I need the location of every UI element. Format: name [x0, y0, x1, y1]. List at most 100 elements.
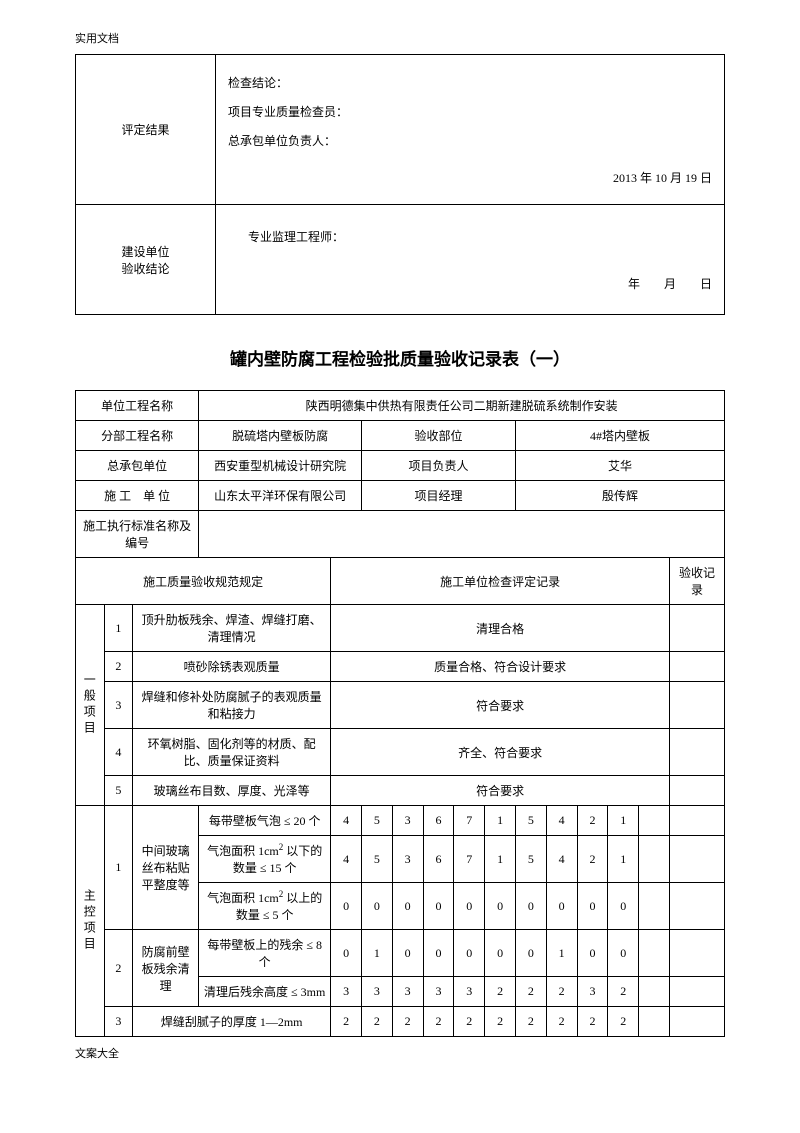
m2r1-extra	[639, 930, 670, 977]
m3-v7: 2	[546, 1007, 577, 1037]
quality-spec-header: 施工质量验收规范规定	[76, 558, 331, 605]
m1r2-extra	[639, 836, 670, 883]
m1r3-v9: 0	[608, 883, 639, 930]
m1r3-desc: 气泡面积 1cm2 以上的数量 ≤ 5 个	[199, 883, 331, 930]
construction-unit-value: 山东太平洋环保有限公司	[199, 481, 362, 511]
m2r2-v9: 2	[608, 977, 639, 1007]
m3-accept	[669, 1007, 724, 1037]
manager-value: 殷传辉	[515, 481, 724, 511]
m1r2-desc: 气泡面积 1cm2 以下的数量 ≤ 15 个	[199, 836, 331, 883]
m1r3-v6: 0	[515, 883, 546, 930]
m3-v1: 2	[361, 1007, 392, 1037]
m2r2-v0: 3	[331, 977, 362, 1007]
m2r1-v9: 0	[608, 930, 639, 977]
m2r2-desc: 清理后残余高度 ≤ 3mm	[199, 977, 331, 1007]
gen-3-desc: 焊缝和修补处防腐腻子的表观质量和粘接力	[133, 682, 331, 729]
pm-label: 项目负责人	[361, 451, 515, 481]
gen-5-accept	[669, 776, 724, 806]
check-conclusion: 检查结论：	[228, 74, 712, 91]
accept-part-label: 验收部位	[361, 421, 515, 451]
m2r1-desc: 每带壁板上的残余 ≤ 8 个	[199, 930, 331, 977]
m1r2-v9: 1	[608, 836, 639, 883]
m2r1-v4: 0	[454, 930, 485, 977]
gen-2-accept	[669, 652, 724, 682]
m1r2-v5: 1	[485, 836, 516, 883]
accept-record-header: 验收记录	[669, 558, 724, 605]
m1r1-accept	[669, 806, 724, 836]
m3-v0: 2	[331, 1007, 362, 1037]
form-title: 罐内壁防腐工程检验批质量验收记录表（一）	[75, 345, 725, 370]
m2r1-v6: 0	[515, 930, 546, 977]
m1r2-v3: 6	[423, 836, 454, 883]
m2r1-accept	[669, 930, 724, 977]
m1r3-v8: 0	[577, 883, 608, 930]
m2r1-v1: 1	[361, 930, 392, 977]
m1-num: 1	[104, 806, 133, 930]
gen-4-desc: 环氧树脂、固化剂等的材质、配比、质量保证资料	[133, 729, 331, 776]
m3-v8: 2	[577, 1007, 608, 1037]
construction-unit-label: 施 工 单 位	[76, 481, 199, 511]
m1r2-v8: 2	[577, 836, 608, 883]
m2r2-v6: 2	[515, 977, 546, 1007]
gen-4-result: 齐全、符合要求	[331, 729, 670, 776]
inspection-table: 单位工程名称 陕西明德集中供热有限责任公司二期新建脱硫系统制作安装 分部工程名称…	[75, 390, 725, 1037]
gen-2-num: 2	[104, 652, 133, 682]
m1r2-v7: 4	[546, 836, 577, 883]
quality-inspector: 项目专业质量检查员：	[228, 103, 712, 120]
standard-value	[199, 511, 725, 558]
m1r3-v2: 0	[392, 883, 423, 930]
gen-2-result: 质量合格、符合设计要求	[331, 652, 670, 682]
m2r2-v8: 3	[577, 977, 608, 1007]
m2r1-v2: 0	[392, 930, 423, 977]
m1r1-v3: 6	[423, 806, 454, 836]
m3-v9: 2	[608, 1007, 639, 1037]
gen-4-num: 4	[104, 729, 133, 776]
m1r2-accept	[669, 836, 724, 883]
m3-v3: 2	[423, 1007, 454, 1037]
m1r1-v9: 1	[608, 806, 639, 836]
gen-3-result: 符合要求	[331, 682, 670, 729]
m1r3-extra	[639, 883, 670, 930]
gen-5-desc: 玻璃丝布目数、厚度、光泽等	[133, 776, 331, 806]
m1r2-v2: 3	[392, 836, 423, 883]
m1r3-v0: 0	[331, 883, 362, 930]
m2-name: 防腐前壁板残余清理	[133, 930, 199, 1007]
m1r1-v0: 4	[331, 806, 362, 836]
m3-v4: 2	[454, 1007, 485, 1037]
m1r3-v1: 0	[361, 883, 392, 930]
contractor-label: 总承包单位	[76, 451, 199, 481]
m1r3-v3: 0	[423, 883, 454, 930]
manager-label: 项目经理	[361, 481, 515, 511]
evaluation-table: 评定结果 检查结论： 项目专业质量检查员： 总承包单位负责人： 2013 年 1…	[75, 54, 725, 315]
gen-1-desc: 顶升肋板残余、焊渣、焊缝打磨、清理情况	[133, 605, 331, 652]
gen-4-accept	[669, 729, 724, 776]
gen-5-result: 符合要求	[331, 776, 670, 806]
m2r2-v5: 2	[485, 977, 516, 1007]
m1r3-v4: 0	[454, 883, 485, 930]
m1r2-v4: 7	[454, 836, 485, 883]
m2r2-accept	[669, 977, 724, 1007]
m1r3-v7: 0	[546, 883, 577, 930]
m1r1-v8: 2	[577, 806, 608, 836]
general-label: 一般项目	[76, 605, 105, 806]
page-header: 实用文档	[75, 30, 725, 46]
m1-name: 中间玻璃丝布粘贴平整度等	[133, 806, 199, 930]
eval-result-label: 评定结果	[76, 55, 216, 205]
gen-2-desc: 喷砂除锈表观质量	[133, 652, 331, 682]
m2r2-extra	[639, 977, 670, 1007]
gen-3-num: 3	[104, 682, 133, 729]
gen-1-num: 1	[104, 605, 133, 652]
m1r1-v7: 4	[546, 806, 577, 836]
m1r2-v0: 4	[331, 836, 362, 883]
m3-v6: 2	[515, 1007, 546, 1037]
check-record-header: 施工单位检查评定记录	[331, 558, 670, 605]
contractor-value: 西安重型机械设计研究院	[199, 451, 362, 481]
m1r3-v5: 0	[485, 883, 516, 930]
gen-3-accept	[669, 682, 724, 729]
m3-extra	[639, 1007, 670, 1037]
owner-date: 年 月 日	[228, 245, 712, 292]
m3-desc: 焊缝刮腻子的厚度 1—2mm	[133, 1007, 331, 1037]
main-label: 主控项目	[76, 806, 105, 1037]
m1r1-v5: 1	[485, 806, 516, 836]
m3-v2: 2	[392, 1007, 423, 1037]
